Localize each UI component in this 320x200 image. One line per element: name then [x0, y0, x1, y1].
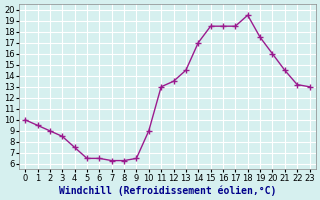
- X-axis label: Windchill (Refroidissement éolien,°C): Windchill (Refroidissement éolien,°C): [59, 185, 276, 196]
